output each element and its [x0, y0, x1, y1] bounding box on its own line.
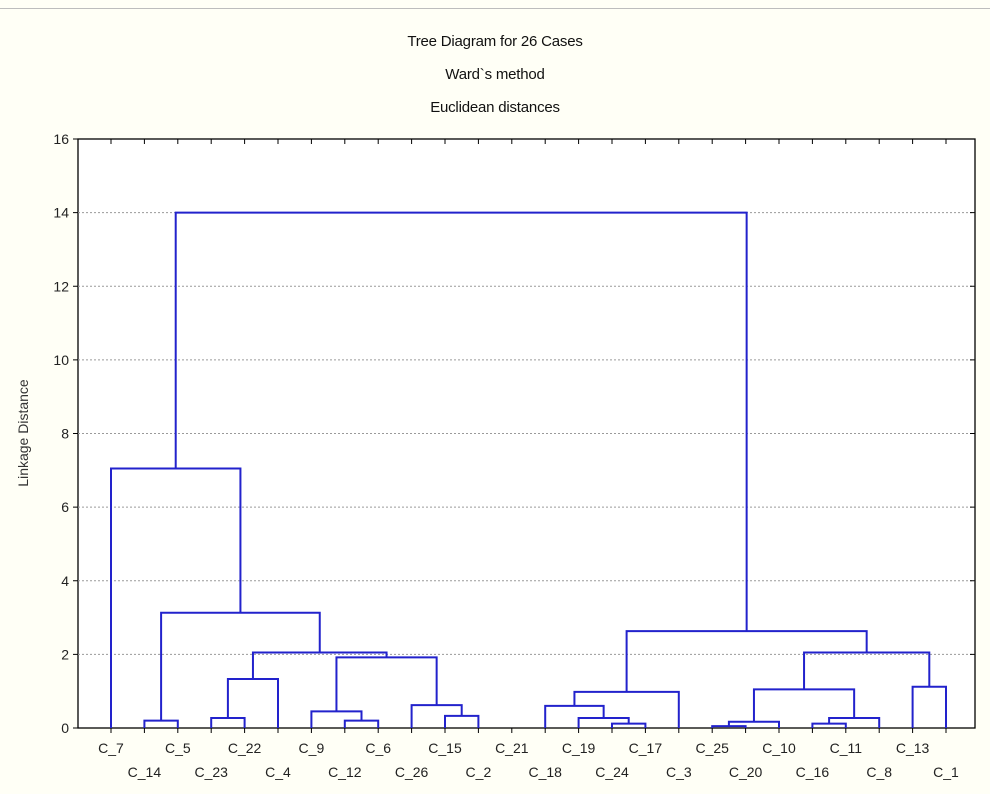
dendrogram-link — [110, 467, 242, 728]
x-leaf-label: C_14 — [128, 764, 162, 780]
dendrogram-link — [577, 717, 630, 728]
dendrogram-link — [828, 717, 881, 728]
x-leaf-label: C_15 — [428, 740, 462, 756]
x-leaf-label: C_6 — [365, 740, 391, 756]
x-leaf-label: C_9 — [299, 740, 325, 756]
dendrogram-link — [444, 714, 480, 728]
top-divider — [0, 8, 990, 9]
dendrogram-link — [210, 717, 246, 728]
x-leaf-label: C_17 — [629, 740, 663, 756]
x-leaf-label: C_4 — [265, 764, 291, 780]
dendrogram-link — [811, 722, 847, 728]
x-leaf-label: C_10 — [762, 740, 796, 756]
x-leaf-label: C_12 — [328, 764, 362, 780]
x-leaf-label: C_24 — [595, 764, 629, 780]
dendrogram-link — [727, 720, 780, 728]
x-leaf-label: C_8 — [866, 764, 892, 780]
x-leaf-label: C_18 — [528, 764, 562, 780]
x-leaf-label: C_16 — [796, 764, 830, 780]
dendrogram-link — [343, 719, 380, 728]
x-leaf-label: C_21 — [495, 740, 529, 756]
y-tick-label: 0 — [61, 720, 69, 736]
y-tick-label: 12 — [53, 278, 69, 294]
x-leaf-label: C_22 — [228, 740, 262, 756]
dendrogram-link — [143, 719, 179, 728]
x-leaf-label: C_11 — [830, 740, 863, 756]
chart-subtitle-distance: Euclidean distances — [430, 99, 560, 116]
x-leaf-label: C_7 — [98, 740, 124, 756]
x-leaf-label: C_26 — [395, 764, 429, 780]
dendrogram-link — [752, 688, 856, 722]
x-leaf-label: C_1 — [933, 764, 959, 780]
dendrogram-link — [573, 690, 680, 728]
x-leaf-label: C_25 — [695, 740, 729, 756]
x-leaf-label: C_2 — [466, 764, 492, 780]
x-leaf-label: C_19 — [562, 740, 596, 756]
dendrogram-link — [174, 211, 748, 632]
x-leaf-label: C_3 — [666, 764, 692, 780]
y-tick-label: 4 — [61, 573, 69, 589]
x-leaf-label: C_13 — [896, 740, 930, 756]
y-tick-label: 14 — [53, 205, 69, 221]
y-tick-label: 8 — [61, 426, 69, 442]
y-tick-label: 2 — [61, 646, 69, 662]
x-leaf-label: C_5 — [165, 740, 191, 756]
x-leaf-label: C_20 — [729, 764, 763, 780]
y-tick-label: 10 — [53, 352, 69, 368]
dendrogram-link — [611, 722, 647, 728]
x-leaf-label: C_23 — [194, 764, 228, 780]
dendrogram-link — [160, 611, 321, 721]
y-tick-label: 6 — [61, 499, 69, 515]
chart-subtitle-method: Ward`s method — [445, 66, 545, 83]
chart-title: Tree Diagram for 26 Cases — [407, 33, 583, 50]
y-tick-label: 16 — [53, 131, 69, 147]
